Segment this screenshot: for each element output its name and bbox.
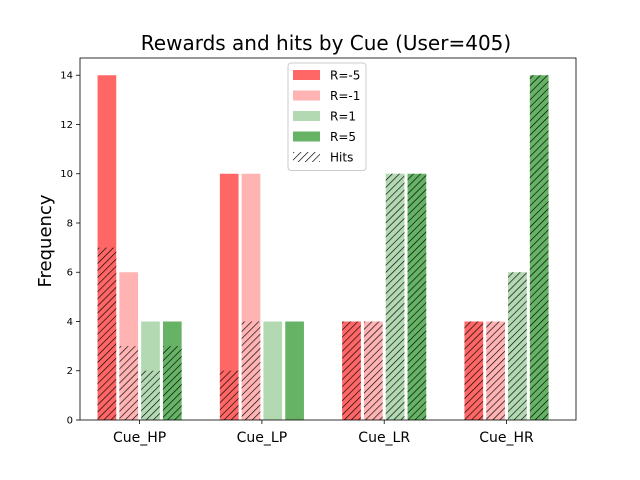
legend-swatch <box>293 111 320 121</box>
legend-label: R=-5 <box>330 69 360 83</box>
y-tick-label: 10 <box>60 169 73 180</box>
y-axis-label: Frequency <box>35 194 56 287</box>
hits-bar-Cue_HP-R=5 <box>162 346 182 420</box>
y-tick-label: 2 <box>67 366 73 377</box>
legend-swatch <box>293 70 320 80</box>
legend-box <box>287 62 367 171</box>
hits-bar-Cue_HR-R=-5 <box>464 321 484 420</box>
hits-bar-Cue_HR-R=1 <box>508 272 527 420</box>
hits-bar-Cue_LP-R=-5 <box>219 370 239 420</box>
legend-swatch <box>293 90 320 101</box>
x-tick-label: Cue_LR <box>358 430 410 446</box>
x-tick-label: Cue_HR <box>479 430 534 446</box>
legend-swatch <box>293 131 320 142</box>
hits-bar-Cue_LP-R=-1 <box>241 321 261 420</box>
hits-bar-Cue_LR-R=-5 <box>342 321 361 420</box>
y-tick-label: 12 <box>60 120 73 131</box>
hits-bar-Cue_HP-R=-5 <box>97 247 117 420</box>
legend-label: R=1 <box>330 110 356 124</box>
legend-label: R=5 <box>330 130 356 144</box>
x-tick-label: Cue_HP <box>113 430 166 446</box>
y-tick-label: 14 <box>60 71 73 82</box>
hits-bar-Cue_HR-R=-1 <box>486 321 505 420</box>
hits-bar-Cue_LR-R=5 <box>407 173 427 420</box>
bars-group <box>97 75 549 421</box>
legend-label: Hits <box>330 151 353 165</box>
y-tick-label: 0 <box>67 416 73 427</box>
chart-title: Rewards and hits by Cue (User=405) <box>141 31 511 55</box>
bar-Cue_LP-R=5 <box>285 321 304 420</box>
bar-Cue_LP-R=1 <box>263 321 283 420</box>
legend: R=-5 R=-1 R=1 R=5 Hits <box>287 62 367 171</box>
bar-Cue_LP-R=-5 <box>219 173 239 420</box>
legend-label: R=-1 <box>330 89 360 103</box>
hits-bar-Cue_HP-R=1 <box>141 370 160 420</box>
legend-hatch-swatch <box>293 152 320 162</box>
hits-bar-Cue_HR-R=5 <box>529 75 549 421</box>
hits-bar-Cue_LR-R=-1 <box>363 321 383 420</box>
y-tick-label: 8 <box>67 218 73 229</box>
hits-bar-Cue_LR-R=1 <box>385 173 405 420</box>
axes-group: Cue_HP Cue_LP Cue_LR Cue_HR 0 2 4 6 8 10 12 14 <box>60 57 577 446</box>
hits-bar-Cue_HP-R=-1 <box>119 346 139 420</box>
y-tick-label: 4 <box>67 317 73 328</box>
plot-frame <box>79 57 577 421</box>
y-tick-label: 6 <box>67 268 73 279</box>
x-tick-label: Cue_LP <box>237 430 288 446</box>
